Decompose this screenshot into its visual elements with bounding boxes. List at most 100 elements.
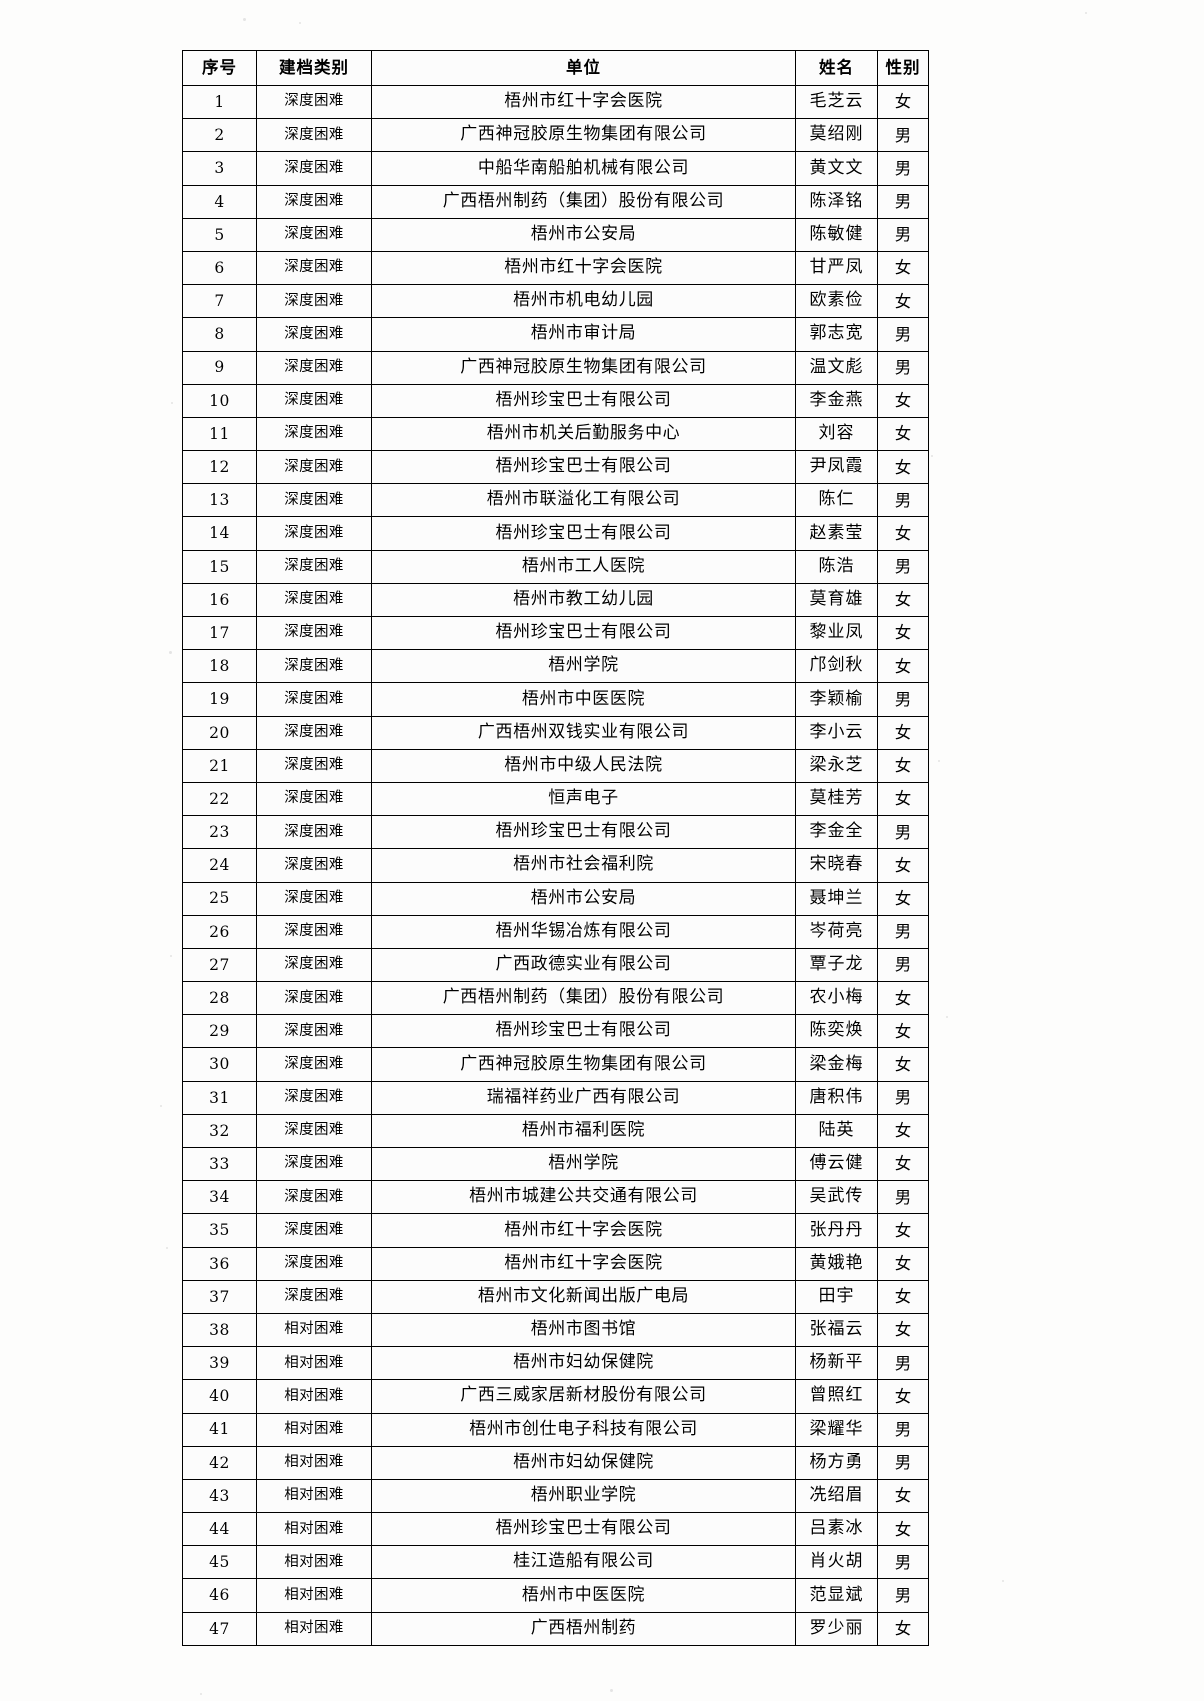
scan-speck [160, 1105, 162, 1107]
cell-unit: 梧州市公安局 [371, 881, 796, 916]
cell-sequence-number: 20 [182, 715, 257, 750]
cell-category: 相对困难 [256, 1379, 372, 1414]
table-row: 45 相对困难 桂江造船有限公司 肖火胡男 [182, 1545, 929, 1580]
cell-unit: 梧州市红十字会医院 [371, 84, 796, 120]
cell-person-name: 陈泽铭 [795, 184, 878, 219]
cell-gender: 女 [877, 1146, 929, 1182]
cell-gender: 男 [877, 815, 929, 850]
cell-unit: 梧州珍宝巴士有限公司 [371, 1512, 796, 1547]
cell-sequence-number: 42 [182, 1445, 257, 1480]
cell-unit: 梧州市红十字会医院 [371, 250, 796, 286]
cell-unit: 中船华南船舶机械有限公司 [371, 151, 796, 186]
cell-gender: 男 [877, 217, 929, 252]
cell-unit: 梧州市审计局 [371, 317, 796, 352]
cell-sequence-number: 1 [182, 84, 257, 120]
table-row: 33 深度困难 梧州学院 傅云健女 [182, 1146, 929, 1182]
cell-unit: 广西政德实业有限公司 [371, 947, 796, 983]
cell-person-name: 黄娥艳 [795, 1246, 878, 1281]
cell-category: 深度困难 [256, 516, 372, 551]
cell-gender: 女 [877, 848, 929, 883]
cell-gender: 女 [877, 284, 929, 319]
table-row: 22 深度困难 恒声电子 莫桂芳女 [182, 781, 929, 817]
cell-category: 深度困难 [256, 881, 372, 916]
cell-category: 深度困难 [256, 151, 372, 186]
cell-unit: 梧州学院 [371, 649, 796, 684]
table-row: 8 深度困难 梧州市审计局 郭志宽男 [182, 317, 929, 352]
cell-person-name: 张丹丹 [795, 1213, 878, 1248]
table-row: 21 深度困难 梧州市中级人民法院 梁永芝女 [182, 748, 929, 783]
cell-person-name: 肖火胡 [795, 1545, 878, 1580]
cell-gender: 女 [877, 84, 929, 120]
cell-person-name: 黎业凤 [795, 615, 878, 651]
table-row: 36 深度困难 梧州市红十字会医院 黄娥艳女 [182, 1246, 929, 1281]
cell-sequence-number: 24 [182, 848, 257, 883]
cell-person-name: 罗少丽 [795, 1611, 878, 1646]
cell-gender: 女 [877, 1312, 929, 1348]
table-row: 3 深度困难 中船华南船舶机械有限公司 黄文文男 [182, 151, 929, 186]
cell-gender: 男 [877, 914, 929, 949]
cell-sequence-number: 15 [182, 549, 257, 584]
table-row: 23 深度困难 梧州珍宝巴士有限公司 李金全男 [182, 815, 929, 850]
scan-speck [243, 18, 246, 21]
cell-category: 深度困难 [256, 981, 372, 1016]
cell-gender: 女 [877, 383, 929, 418]
cell-sequence-number: 43 [182, 1478, 257, 1514]
column-header-name: 姓名 [795, 50, 878, 86]
cell-gender: 女 [877, 1246, 929, 1281]
cell-gender: 女 [877, 1113, 929, 1149]
cell-person-name: 尹凤霞 [795, 450, 878, 485]
cell-gender: 女 [877, 1478, 929, 1514]
scan-speck [200, 1693, 202, 1695]
cell-gender: 男 [877, 549, 929, 584]
cell-sequence-number: 38 [182, 1312, 257, 1348]
scan-speck [1085, 12, 1087, 14]
cell-unit: 广西神冠胶原生物集团有限公司 [371, 1047, 796, 1082]
table-row: 26 深度困难 梧州华锡冶炼有限公司 岑荷亮男 [182, 914, 929, 949]
cell-gender: 女 [877, 516, 929, 551]
cell-person-name: 杨新平 [795, 1346, 878, 1381]
table-row: 32 深度困难 梧州市福利医院 陆英女 [182, 1113, 929, 1149]
cell-sequence-number: 28 [182, 981, 257, 1016]
cell-person-name: 莫桂芳 [795, 781, 878, 817]
cell-unit: 梧州珍宝巴士有限公司 [371, 450, 796, 485]
cell-person-name: 李小云 [795, 715, 878, 750]
cell-person-name: 陈浩 [795, 549, 878, 584]
cell-person-name: 宋晓春 [795, 848, 878, 883]
scan-speck [1002, 1580, 1004, 1582]
cell-category: 深度困难 [256, 184, 372, 219]
table-row: 29 深度困难 梧州珍宝巴士有限公司 陈奕焕女 [182, 1014, 929, 1049]
cell-person-name: 田宇 [795, 1279, 878, 1314]
cell-gender: 女 [877, 416, 929, 452]
cell-category: 深度困难 [256, 250, 372, 286]
table-row: 37 深度困难 梧州市文化新闻出版广电局 田宇女 [182, 1279, 929, 1314]
cell-sequence-number: 10 [182, 383, 257, 418]
cell-unit: 瑞福祥药业广西有限公司 [371, 1080, 796, 1115]
cell-sequence-number: 27 [182, 947, 257, 983]
cell-person-name: 陈仁 [795, 483, 878, 518]
cell-person-name: 黄文文 [795, 151, 878, 186]
cell-unit: 梧州市联溢化工有限公司 [371, 483, 796, 518]
cell-person-name: 梁金梅 [795, 1047, 878, 1082]
scan-speck [931, 455, 933, 457]
cell-unit: 广西梧州制药（集团）股份有限公司 [371, 981, 796, 1016]
cell-category: 深度困难 [256, 815, 372, 850]
cell-person-name: 甘严凤 [795, 250, 878, 286]
cell-category: 相对困难 [256, 1545, 372, 1580]
cell-category: 深度困难 [256, 383, 372, 418]
cell-person-name: 赵素莹 [795, 516, 878, 551]
cell-gender: 女 [877, 1611, 929, 1646]
cell-sequence-number: 25 [182, 881, 257, 916]
cell-gender: 女 [877, 1279, 929, 1314]
scan-speck [169, 651, 172, 654]
cell-gender: 男 [877, 184, 929, 219]
cell-category: 深度困难 [256, 1047, 372, 1082]
cell-person-name: 李颖榆 [795, 682, 878, 717]
cell-gender: 男 [877, 1080, 929, 1115]
column-header-gender: 性别 [877, 50, 929, 86]
cell-category: 深度困难 [256, 1080, 372, 1115]
table-row: 10 深度困难 梧州珍宝巴士有限公司 李金燕女 [182, 383, 929, 418]
table-row: 12 深度困难 梧州珍宝巴士有限公司 尹凤霞女 [182, 450, 929, 485]
column-header-seq: 序号 [182, 50, 257, 86]
cell-unit: 广西三威家居新材股份有限公司 [371, 1379, 796, 1414]
cell-person-name: 农小梅 [795, 981, 878, 1016]
